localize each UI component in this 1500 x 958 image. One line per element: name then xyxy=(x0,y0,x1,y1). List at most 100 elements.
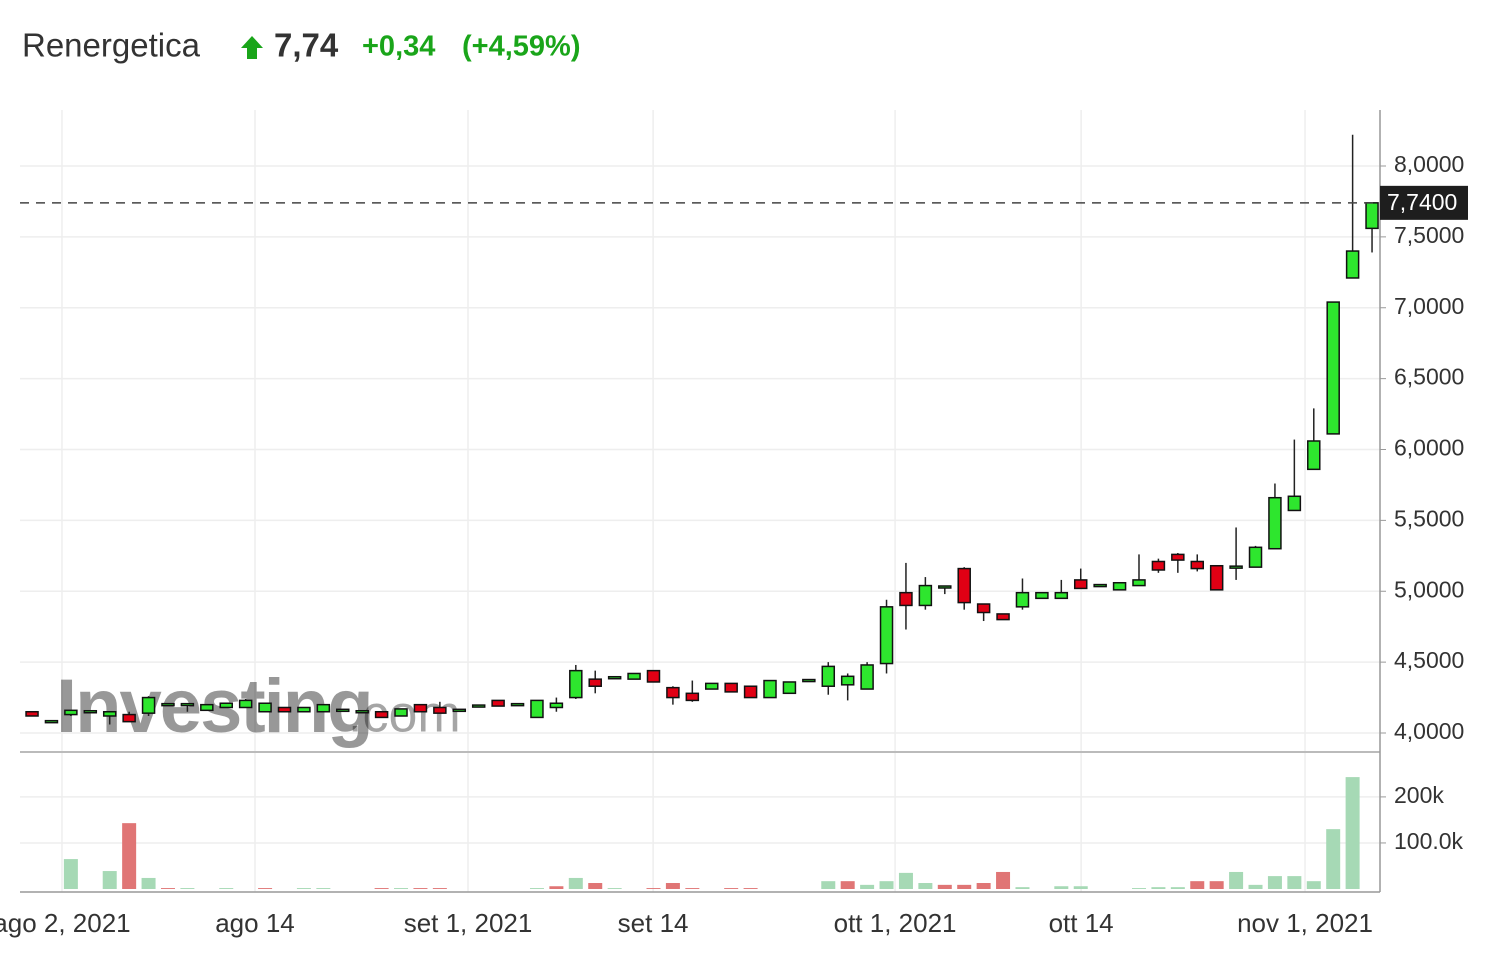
volume-bar xyxy=(432,888,447,889)
candle-body xyxy=(219,702,233,709)
volume-bar xyxy=(63,859,78,889)
candle-body xyxy=(180,702,195,707)
candle-body xyxy=(646,669,661,683)
candle-body xyxy=(724,682,738,693)
candle-body xyxy=(413,703,428,713)
candle-body xyxy=(627,672,641,680)
volume-bar xyxy=(1054,886,1069,889)
candle-body xyxy=(549,702,564,709)
volume-bar xyxy=(957,884,972,889)
candle-body xyxy=(510,702,525,707)
candle-body xyxy=(1345,250,1360,279)
candle-body xyxy=(83,709,98,714)
volume-bar xyxy=(607,888,622,889)
volume-bar xyxy=(529,888,544,889)
x-tick-label: set 1, 2021 xyxy=(404,908,533,938)
y-tick-label: 5,5000 xyxy=(1394,505,1464,531)
volume-bar xyxy=(374,888,389,889)
last-price-label: 7,7400 xyxy=(1387,189,1457,215)
candle-body xyxy=(1229,565,1243,569)
candle-body xyxy=(704,682,719,690)
volume-bar xyxy=(743,888,758,889)
candle-body xyxy=(1171,553,1185,561)
candle-body xyxy=(588,678,602,687)
candle-body xyxy=(1054,591,1069,600)
volume-bar xyxy=(918,883,933,889)
candle-body xyxy=(1307,440,1321,471)
candle-body xyxy=(957,567,971,604)
candle-body xyxy=(743,685,758,699)
candle-body xyxy=(452,708,467,713)
candle-body xyxy=(1151,560,1166,571)
candle-body xyxy=(782,681,797,695)
candle-body xyxy=(25,710,39,717)
candle-body xyxy=(569,669,583,699)
candle-body xyxy=(802,678,816,683)
candle-body xyxy=(976,603,991,614)
volume-bar xyxy=(879,881,894,889)
candle-body xyxy=(530,699,544,719)
x-tick-label: ago 14 xyxy=(215,908,295,938)
volume-bar xyxy=(724,888,739,889)
candle-body xyxy=(996,613,1010,621)
y-tick-label: 4,0000 xyxy=(1394,718,1464,744)
volume-bar xyxy=(1131,888,1146,889)
stock-name: Renergetica xyxy=(22,27,201,64)
candle-body xyxy=(161,702,175,707)
volume-bar xyxy=(1170,887,1185,889)
candle-body xyxy=(102,710,117,717)
volume-bar xyxy=(1015,887,1030,889)
up-arrow xyxy=(241,36,263,59)
candle-body xyxy=(607,675,622,680)
candle-body xyxy=(1073,579,1088,590)
candle-body xyxy=(666,686,680,699)
candle-body xyxy=(491,699,505,707)
candle-body xyxy=(122,713,136,723)
volume-tick-label: 200k xyxy=(1394,782,1444,808)
candle-body xyxy=(763,679,777,699)
candle-body xyxy=(258,702,272,713)
candle-body xyxy=(1190,560,1205,570)
volume-bar xyxy=(296,888,311,889)
y-tick-label: 4,5000 xyxy=(1394,647,1464,673)
volume-bar xyxy=(549,886,564,889)
candle-body xyxy=(297,706,311,713)
volume-bar xyxy=(665,883,680,889)
volume-bar xyxy=(821,881,836,889)
volume-bar xyxy=(219,888,234,889)
volume-bar xyxy=(316,888,331,889)
volume-bar xyxy=(937,884,952,889)
candle-body xyxy=(394,708,408,717)
volume-bar xyxy=(102,871,117,889)
x-tick-label: ott 14 xyxy=(1049,908,1114,938)
candle-body xyxy=(1326,301,1340,435)
volume-bar xyxy=(646,888,661,889)
volume-bar xyxy=(685,888,700,889)
price-change: +0,34 xyxy=(362,31,435,63)
candle-body xyxy=(821,665,836,687)
volume-bar xyxy=(160,888,175,889)
x-tick-label: ago 2, 2021 xyxy=(0,908,131,938)
candle-body xyxy=(1035,591,1049,600)
y-tick-label: 6,0000 xyxy=(1394,435,1464,461)
volume-bar xyxy=(141,877,156,889)
y-tick-label: 5,0000 xyxy=(1394,576,1464,602)
candle-body xyxy=(374,710,389,719)
volume-bar xyxy=(1345,777,1360,889)
volume-bar xyxy=(976,883,991,889)
y-tick-label: 7,5000 xyxy=(1394,222,1464,248)
volume-bar xyxy=(1248,884,1263,889)
candle-body xyxy=(1093,583,1107,588)
candle-body xyxy=(355,709,369,714)
candle-body xyxy=(1209,564,1224,591)
volume-bar xyxy=(568,877,583,889)
candle-body xyxy=(336,708,350,713)
y-tick-label: 8,0000 xyxy=(1394,151,1464,177)
volume-bar xyxy=(996,871,1011,889)
x-tick-label: set 14 xyxy=(618,908,689,938)
candle-body xyxy=(277,706,292,713)
y-tick-label: 6,5000 xyxy=(1394,364,1464,390)
y-tick-label: 7,0000 xyxy=(1394,293,1464,319)
volume-bar xyxy=(1326,829,1341,889)
